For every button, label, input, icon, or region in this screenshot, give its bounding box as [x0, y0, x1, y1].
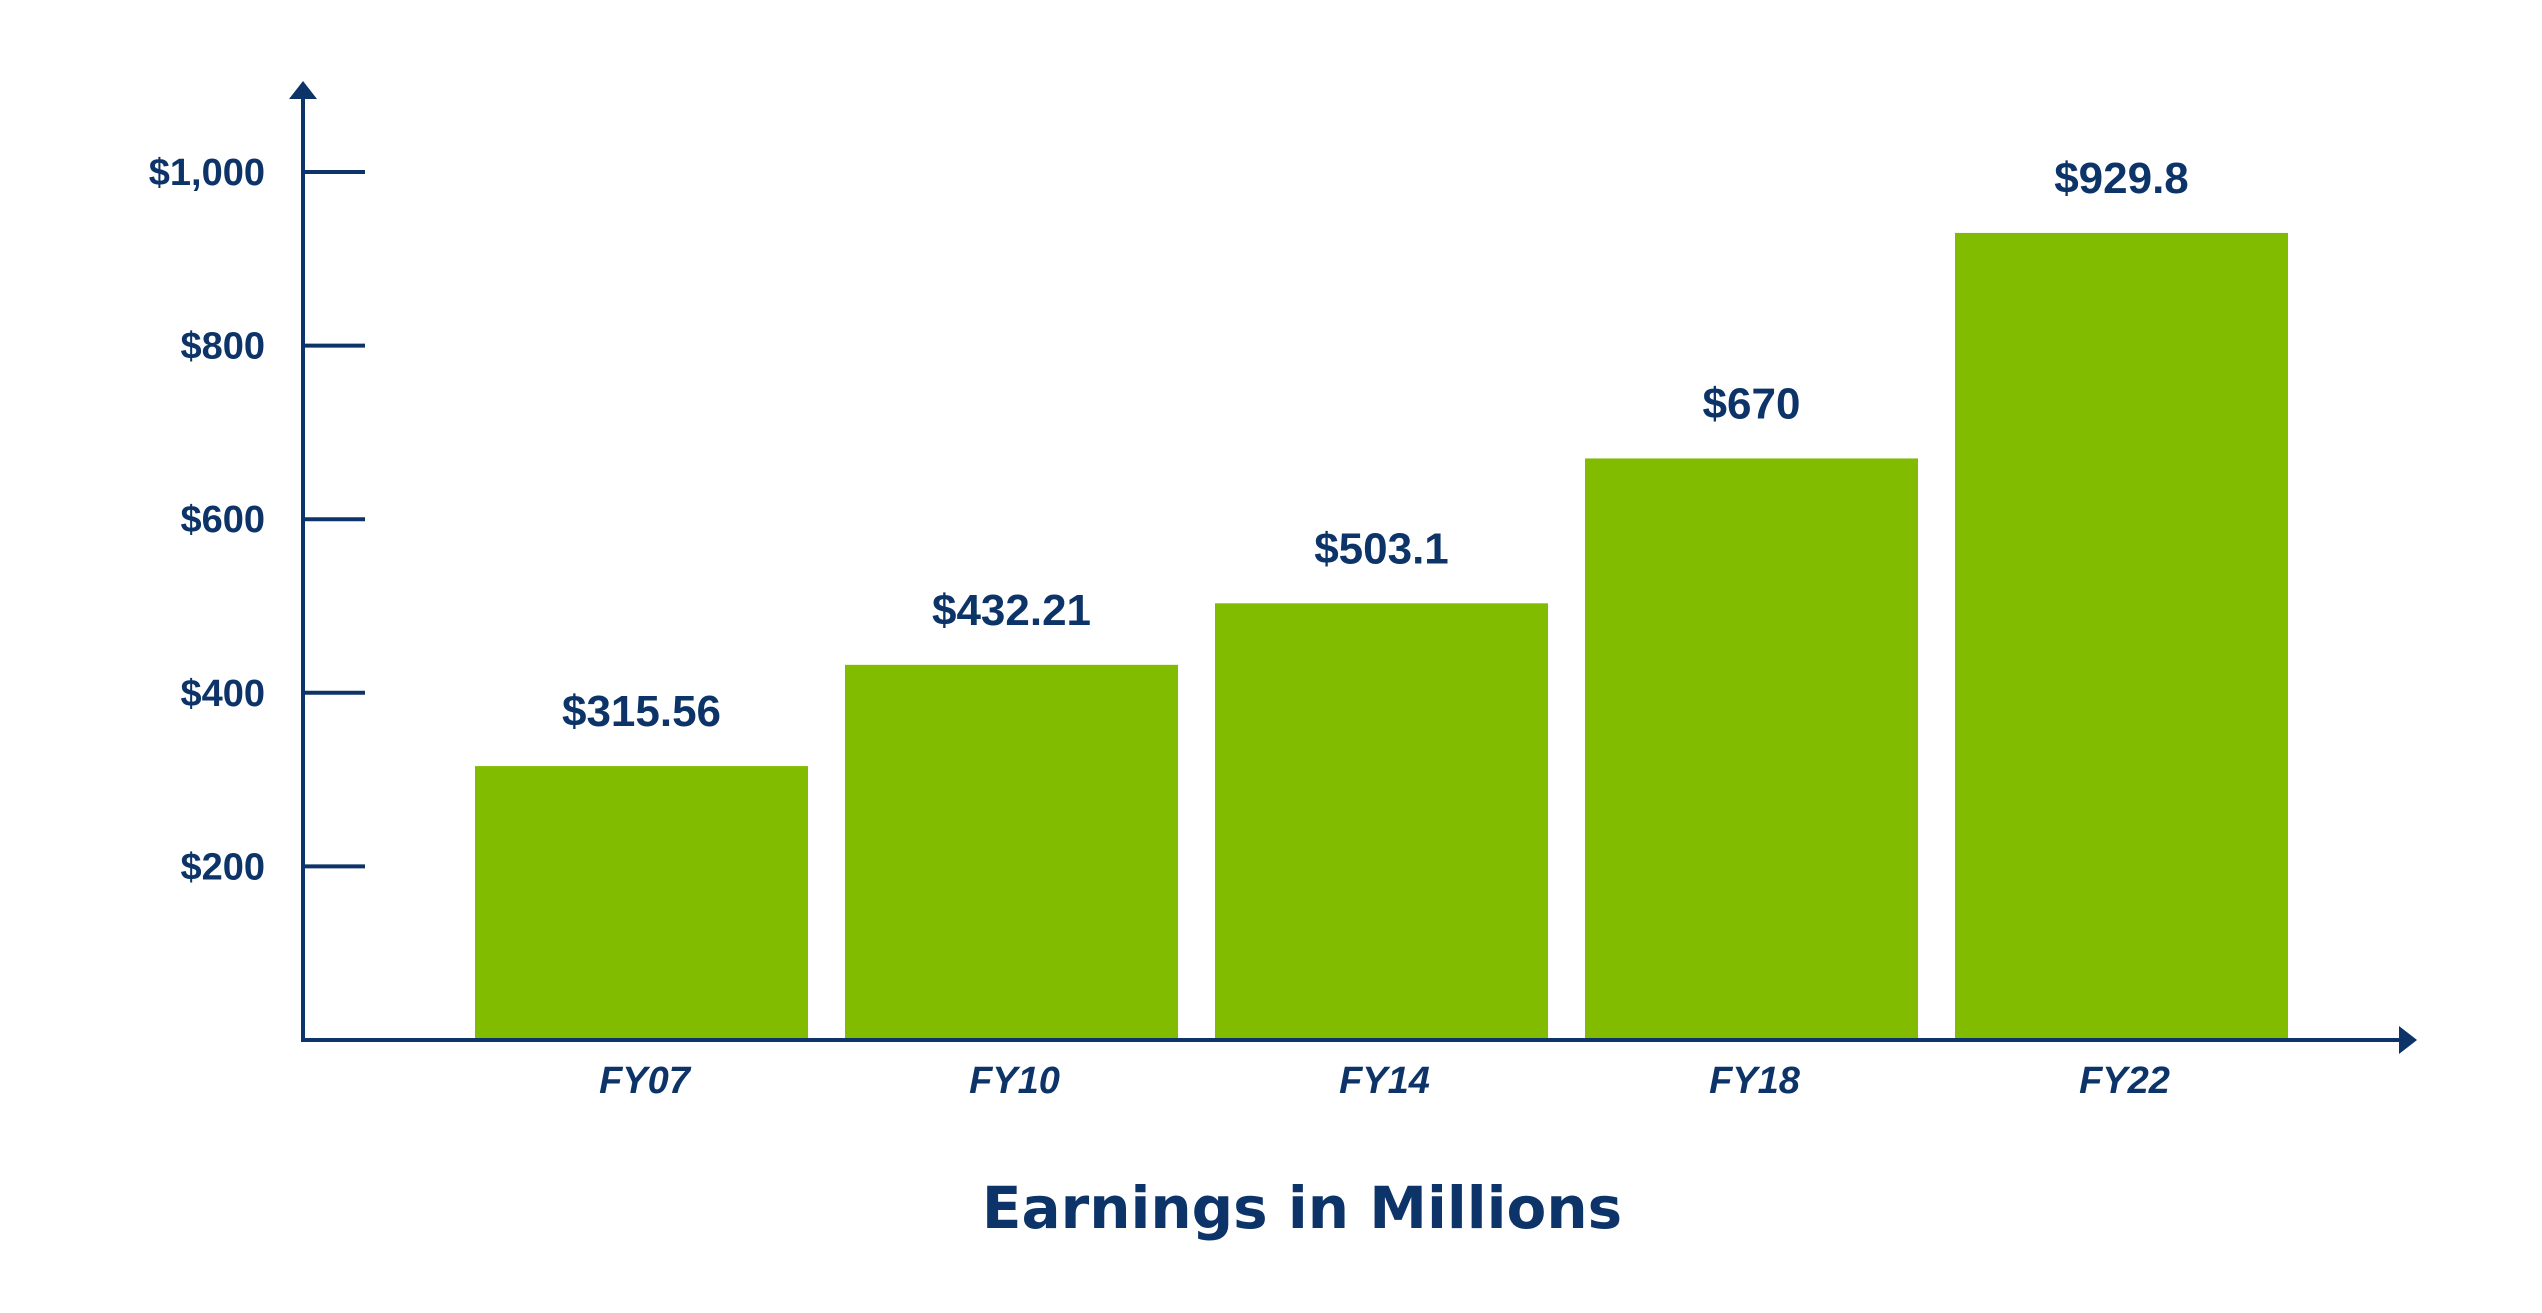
bars	[475, 232, 2288, 1040]
x-axis-arrow-icon	[2399, 1026, 2417, 1054]
bar-fy10	[845, 664, 1178, 1040]
category-label-fy22: FY22	[2079, 1060, 2170, 1102]
y-axis-ticks: $200 $400 $600 $800 $1,000	[149, 152, 365, 888]
y-axis-arrow-icon	[289, 81, 317, 99]
value-labels: $315.56 $432.21 $503.1 $670 $929.8	[562, 154, 2189, 736]
category-label-fy14: FY14	[1339, 1060, 1430, 1102]
y-tick-label: $1,000	[149, 152, 265, 194]
y-tick-label: $800	[180, 326, 265, 368]
value-label-fy22: $929.8	[2054, 154, 2189, 203]
value-label-fy07: $315.56	[562, 687, 721, 736]
bar-fy14	[1215, 603, 1548, 1040]
y-tick-label: $400	[180, 673, 265, 715]
y-tick-label: $600	[180, 499, 265, 541]
x-axis-title: Earnings in Millions	[982, 1174, 1622, 1242]
category-label-fy07: FY07	[599, 1060, 692, 1102]
axes	[289, 81, 2417, 1054]
bar-fy07	[475, 766, 808, 1040]
category-label-fy18: FY18	[1709, 1060, 1801, 1102]
x-axis-category-labels: FY07 FY10 FY14 FY18 FY22	[599, 1060, 2170, 1102]
bar-fy18	[1585, 458, 1918, 1040]
value-label-fy18: $670	[1703, 379, 1801, 428]
bar-fy22	[1955, 232, 2288, 1040]
category-label-fy10: FY10	[969, 1060, 1060, 1102]
value-label-fy14: $503.1	[1314, 524, 1449, 573]
y-tick-label: $200	[180, 846, 265, 888]
value-label-fy10: $432.21	[932, 586, 1091, 635]
